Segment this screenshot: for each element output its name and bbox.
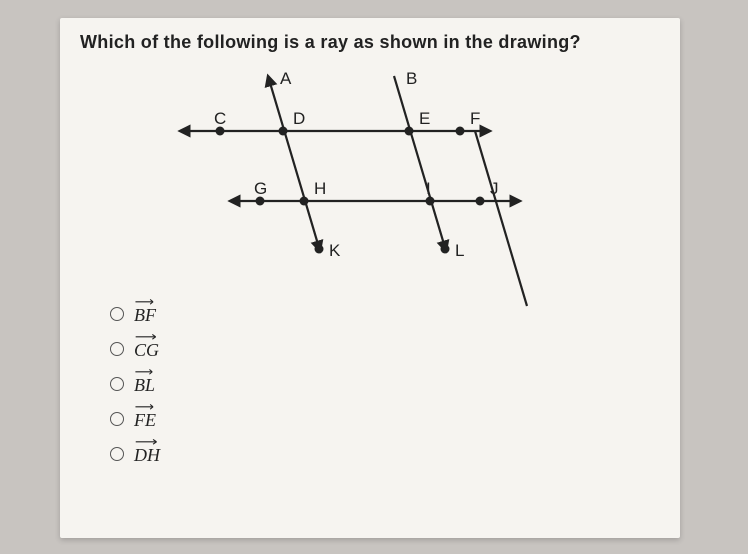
ray-arrow-icon	[134, 437, 160, 445]
option-3[interactable]: FE	[110, 406, 660, 431]
ray-notation: BF	[134, 301, 156, 326]
ray-arrow-icon	[134, 402, 156, 410]
point-label: C	[214, 109, 226, 129]
worksheet-paper: Which of the following is a ray as shown…	[60, 18, 680, 538]
question-text: Which of the following is a ray as shown…	[80, 32, 660, 53]
ray-arrow-icon	[134, 297, 156, 305]
ray-notation: DH	[134, 441, 160, 466]
point-label: G	[254, 179, 267, 199]
ray-notation: CG	[134, 336, 159, 361]
radio-icon[interactable]	[110, 412, 124, 426]
ray-arrow-icon	[134, 367, 155, 375]
point-label: I	[426, 179, 431, 199]
option-1[interactable]: CG	[110, 336, 660, 361]
point-label: A	[280, 69, 291, 89]
ray-notation: FE	[134, 406, 156, 431]
option-2[interactable]: BL	[110, 371, 660, 396]
point-label: K	[329, 241, 340, 261]
point-label: D	[293, 109, 305, 129]
point-label: J	[490, 179, 499, 199]
point-label: B	[406, 69, 417, 89]
radio-icon[interactable]	[110, 342, 124, 356]
radio-icon[interactable]	[110, 307, 124, 321]
point-label: L	[455, 241, 464, 261]
geometry-diagram: C D E F G H I J K L A B	[160, 61, 560, 281]
ray-notation: BL	[134, 371, 155, 396]
point-label: H	[314, 179, 326, 199]
ray-arrow-icon	[134, 332, 159, 340]
option-4[interactable]: DH	[110, 441, 660, 466]
diagram-svg	[160, 61, 560, 321]
radio-icon[interactable]	[110, 377, 124, 391]
point-label: E	[419, 109, 430, 129]
radio-icon[interactable]	[110, 447, 124, 461]
point-label: F	[470, 109, 480, 129]
